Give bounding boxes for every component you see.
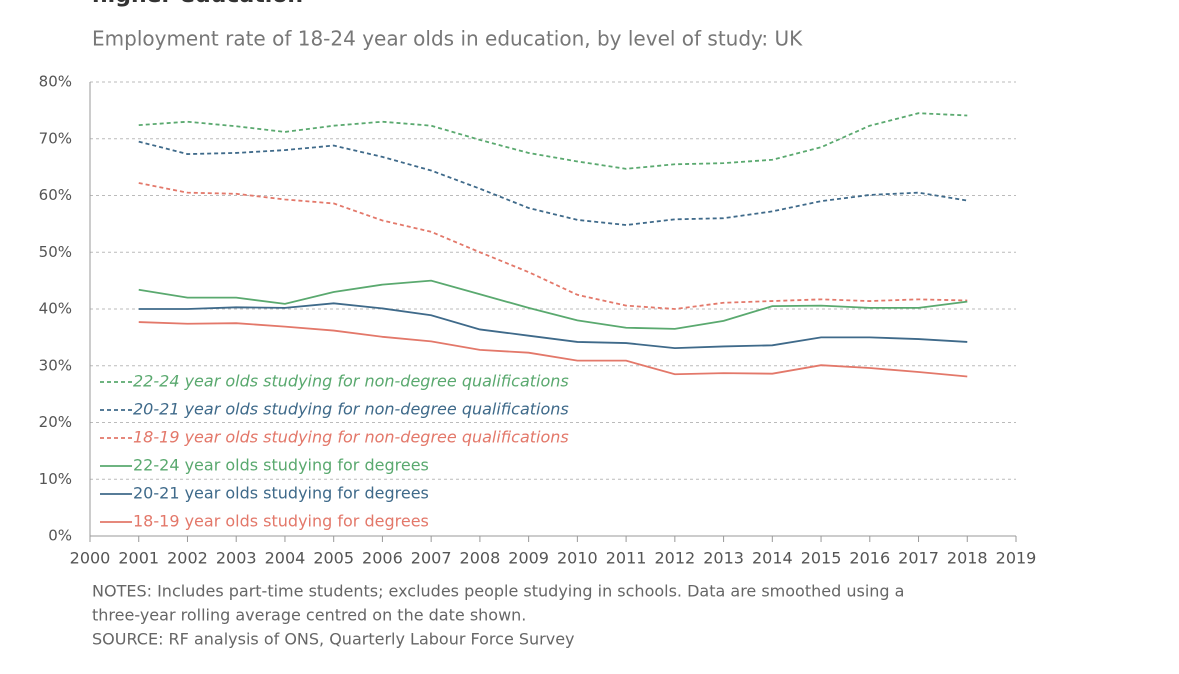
series-line [138,302,968,350]
y-tick-label: 40% [39,300,72,318]
x-tick-label: 2009 [508,549,549,568]
x-tick-label: 2015 [801,549,842,568]
legend-label: 22-24 year olds studying for non-degree … [133,372,569,391]
x-tick-label: 2016 [849,549,890,568]
x-tick-label: 2006 [362,549,403,568]
x-tick-label: 2000 [70,549,111,568]
legend-label: 18-19 year olds studying for non-degree … [133,428,569,447]
legend-label: 20-21 year olds studying for degrees [133,484,429,503]
chart-subtitle: Employment rate of 18-24 year olds in ed… [92,27,803,51]
note: NOTES: Includes part-time students; excl… [92,582,904,601]
y-tick-label: 60% [39,186,72,204]
x-tick-label: 2019 [996,549,1037,568]
series-line [138,321,968,378]
y-tick-label: 80% [39,73,72,91]
series-line [138,112,968,170]
chart-title: higher education [92,0,303,8]
note: SOURCE: RF analysis of ONS, Quarterly La… [92,630,575,649]
x-tick-label: 2008 [460,549,501,568]
x-tick-label: 2002 [167,549,208,568]
legend-label: 20-21 year olds studying for non-degree … [133,400,569,419]
x-tick-label: 2005 [313,549,354,568]
x-tick-label: 2007 [411,549,452,568]
note: three-year rolling average centred on th… [92,606,526,625]
y-tick-label: 30% [39,356,72,374]
series-line [138,182,968,310]
x-tick-label: 2004 [265,549,306,568]
legend-label: 22-24 year olds studying for degrees [133,456,429,475]
x-tick-label: 2011 [606,549,647,568]
legend-label: 18-19 year olds studying for degrees [133,512,429,531]
y-tick-label: 0% [48,527,72,545]
x-tick-label: 2018 [947,549,988,568]
x-tick-label: 2003 [216,549,257,568]
x-tick-label: 2013 [703,549,744,568]
x-tick-label: 2017 [898,549,939,568]
series-line [138,279,968,330]
x-tick-label: 2010 [557,549,598,568]
x-tick-label: 2001 [118,549,159,568]
y-tick-label: 20% [39,413,72,431]
y-tick-label: 10% [39,470,72,488]
series-line [138,140,968,226]
y-tick-label: 50% [39,243,72,261]
x-tick-label: 2014 [752,549,793,568]
y-tick-label: 70% [39,129,72,147]
x-tick-label: 2012 [654,549,695,568]
